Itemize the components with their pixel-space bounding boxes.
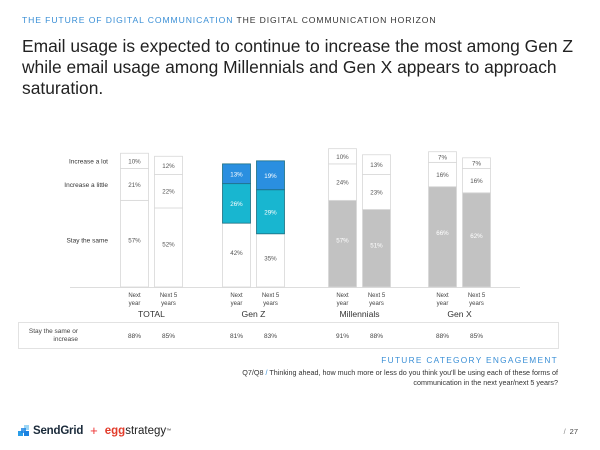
x-tick-label: years bbox=[469, 301, 484, 307]
bar-segment-increase-a-little bbox=[428, 161, 457, 188]
data-label: 16% bbox=[470, 178, 483, 185]
bar-segment-stay-the-same bbox=[328, 199, 357, 288]
data-label: 24% bbox=[336, 180, 349, 187]
data-label: 7% bbox=[472, 161, 481, 168]
bar-segment-increase-a-little bbox=[154, 174, 183, 209]
x-tick-label: years bbox=[161, 301, 176, 307]
bar-segment-increase-a-lot bbox=[362, 154, 391, 175]
breadcrumb: THE FUTURE OF DIGITAL COMMUNICATION THE … bbox=[22, 15, 436, 25]
summary-row-label: Stay the same or bbox=[29, 328, 79, 335]
data-label: 57% bbox=[336, 237, 349, 244]
question-id: Q7/Q8 bbox=[242, 368, 264, 377]
question-separator: / bbox=[265, 368, 268, 377]
legend-label-increase-a-little: Increase a little bbox=[64, 182, 108, 189]
summary-row-box bbox=[18, 322, 559, 349]
data-label: 52% bbox=[162, 242, 175, 249]
summary-value: 83% bbox=[264, 333, 277, 340]
page-title: Email usage is expected to continue to i… bbox=[22, 36, 574, 98]
legend-label-stay-the-same: Stay the same bbox=[66, 237, 108, 244]
x-tick-label: Next 5 bbox=[368, 293, 386, 299]
data-label: 51% bbox=[370, 242, 383, 249]
bar-segment-increase-a-lot bbox=[428, 151, 457, 163]
x-tick-label: year bbox=[231, 301, 243, 307]
bar-segment-increase-a-little bbox=[222, 183, 251, 224]
bar-segment-increase-a-lot bbox=[222, 163, 251, 185]
summary-value: 88% bbox=[128, 333, 141, 340]
data-label: 62% bbox=[470, 233, 483, 240]
data-label: 7% bbox=[438, 155, 447, 162]
data-label: 21% bbox=[128, 182, 141, 189]
data-label: 13% bbox=[230, 171, 243, 178]
x-tick-label: Next 5 bbox=[468, 293, 486, 299]
bar-segment-increase-a-little bbox=[328, 163, 357, 201]
x-tick-label: years bbox=[263, 301, 278, 307]
x-tick-label: Next 5 bbox=[262, 293, 280, 299]
question-text: Thinking ahead, how much more or less do… bbox=[269, 368, 558, 387]
summary-value: 88% bbox=[436, 333, 449, 340]
section-label: THE FUTURE OF DIGITAL COMMUNICATION bbox=[22, 15, 234, 25]
x-tick-label: Next bbox=[336, 293, 349, 299]
x-tick-label: Next bbox=[436, 293, 449, 299]
data-label: 12% bbox=[162, 163, 175, 170]
bar-segment-stay-the-same bbox=[154, 207, 183, 288]
group-label: Gen X bbox=[447, 309, 472, 319]
summary-value: 85% bbox=[470, 333, 483, 340]
plus-sign: + bbox=[90, 423, 98, 438]
data-label: 10% bbox=[128, 158, 141, 165]
bar-segment-increase-a-little bbox=[256, 189, 285, 235]
summary-row-label: increase bbox=[53, 336, 78, 343]
summary-value: 85% bbox=[162, 333, 175, 340]
data-label: 10% bbox=[336, 154, 349, 161]
footer-heading: FUTURE CATEGORY ENGAGEMENT bbox=[381, 355, 558, 365]
x-tick-label: Next bbox=[128, 293, 141, 299]
data-label: 35% bbox=[264, 256, 277, 263]
eggstrategy-logo-strategy: strategy bbox=[125, 424, 167, 437]
page-number: /27 bbox=[564, 427, 578, 436]
data-label: 42% bbox=[230, 250, 243, 257]
x-tick-label: year bbox=[337, 301, 349, 307]
group-label: Millennials bbox=[339, 309, 379, 319]
bar-segment-increase-a-lot bbox=[256, 160, 285, 191]
eggstrategy-logo-egg: egg bbox=[104, 424, 126, 437]
summary-value: 88% bbox=[370, 333, 383, 340]
data-label: 13% bbox=[370, 162, 383, 169]
x-tick-label: year bbox=[437, 301, 449, 307]
bar-segment-increase-a-lot bbox=[120, 152, 149, 169]
data-label: 22% bbox=[162, 189, 175, 196]
bar-segment-stay-the-same bbox=[462, 192, 491, 288]
bar-segment-stay-the-same bbox=[428, 186, 457, 288]
x-tick-label: Next bbox=[230, 293, 243, 299]
subsection-label: THE DIGITAL COMMUNICATION HORIZON bbox=[236, 15, 437, 25]
summary-value: 81% bbox=[230, 333, 243, 340]
bar-segment-stay-the-same bbox=[222, 222, 251, 288]
bar-segment-increase-a-lot bbox=[154, 155, 183, 175]
x-tick-label: years bbox=[369, 301, 384, 307]
survey-question: Q7/Q8 / Thinking ahead, how much more or… bbox=[198, 368, 558, 388]
bar-segment-stay-the-same bbox=[256, 233, 285, 288]
bar-segment-stay-the-same bbox=[120, 199, 149, 288]
stacked-bar-chart: 57% 21% 10% Next year 52% 22% 12% Next 5 years TOT… bbox=[18, 148, 559, 349]
x-tick-label: Next 5 bbox=[160, 293, 178, 299]
x-tick-label: year bbox=[129, 301, 141, 307]
summary-value: 91% bbox=[336, 333, 349, 340]
data-label: 16% bbox=[436, 172, 449, 179]
page-number-value: 27 bbox=[569, 427, 578, 436]
group-label: Gen Z bbox=[242, 309, 266, 319]
data-label: 26% bbox=[230, 201, 243, 208]
legend-label-increase-a-lot: Increase a lot bbox=[69, 158, 108, 165]
bar-segment-increase-a-lot bbox=[328, 148, 357, 165]
partner-logos: SendGrid + egg strategy ™ bbox=[18, 423, 171, 438]
bar-segment-increase-a-lot bbox=[462, 157, 491, 169]
data-label: 19% bbox=[264, 173, 277, 180]
data-label: 23% bbox=[370, 190, 383, 197]
sendgrid-logo-icon bbox=[18, 424, 30, 437]
trademark-mark: ™ bbox=[166, 427, 172, 434]
data-label: 57% bbox=[128, 237, 141, 244]
data-label: 29% bbox=[264, 209, 277, 216]
data-label: 66% bbox=[436, 230, 449, 237]
page-separator: / bbox=[563, 427, 566, 436]
bar-segment-increase-a-little bbox=[120, 168, 149, 201]
group-label: TOTAL bbox=[138, 309, 165, 319]
sendgrid-logo-text: SendGrid bbox=[33, 424, 84, 437]
